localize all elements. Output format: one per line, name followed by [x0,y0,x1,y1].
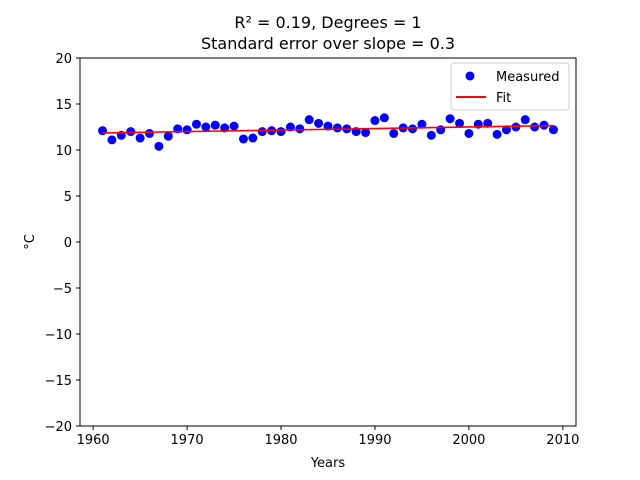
y-tick-label: 10 [55,144,72,159]
data-point [445,114,455,124]
fit-line [102,124,554,134]
data-point [145,128,155,138]
data-point [379,113,389,123]
legend-label-fit: Fit [496,91,511,106]
y-tick-label: −15 [45,374,72,389]
data-point [154,141,164,151]
data-point [332,123,342,133]
y-tick-label: 20 [55,52,72,67]
data-point [210,120,220,130]
y-tick-label: 5 [64,190,72,205]
data-point [126,127,136,137]
data-point [417,119,427,129]
chart-title: R² = 0.19, Degrees = 1 [234,13,421,32]
legend-marker-measured [465,71,475,81]
legend-box [450,62,570,111]
data-point [520,115,530,125]
y-tick-label: −5 [53,282,72,297]
data-point [182,125,192,135]
chart-subtitle: Standard error over slope = 0.3 [201,34,455,53]
legend: Measured Fit [450,62,570,111]
data-point [135,133,145,143]
data-point [238,134,248,144]
data-point [229,121,239,131]
data-point [548,125,558,135]
y-tick-label: 0 [64,236,72,251]
data-point [191,119,201,129]
data-point [163,131,173,141]
data-point [370,116,380,126]
axes: 1960 1970 1980 1990 2000 2010 −20 −15 −10 −5 0 5 10 1… [45,52,580,448]
data-point [455,118,465,128]
data-point [304,115,314,125]
plot-area [98,113,558,151]
data-point [248,133,258,143]
x-tick-label: 1990 [358,433,391,448]
x-tick-label: 2000 [452,433,485,448]
data-point [314,118,324,128]
data-point [201,122,211,132]
y-axis-label: °C [23,234,38,250]
x-tick-label: 1970 [171,433,204,448]
data-point [501,125,511,135]
data-point [483,118,493,128]
x-tick-label: 1960 [77,433,110,448]
data-point [323,121,333,131]
data-point [389,128,399,138]
legend-label-measured: Measured [496,70,560,85]
data-point [426,130,436,140]
data-point [107,135,117,145]
y-tick-label: −10 [45,328,72,343]
x-axis-label: Years [310,456,346,471]
x-tick-label: 2010 [546,433,579,448]
data-point [530,122,540,132]
data-point [408,124,418,134]
y-tick-label: −20 [45,420,72,435]
data-point [295,124,305,134]
data-point [257,127,267,137]
data-point [98,126,108,136]
data-point [361,128,371,138]
data-point [492,129,502,139]
data-point [464,128,474,138]
x-tick-label: 1980 [264,433,297,448]
y-tick-label: 15 [55,98,72,113]
data-point [276,127,286,137]
